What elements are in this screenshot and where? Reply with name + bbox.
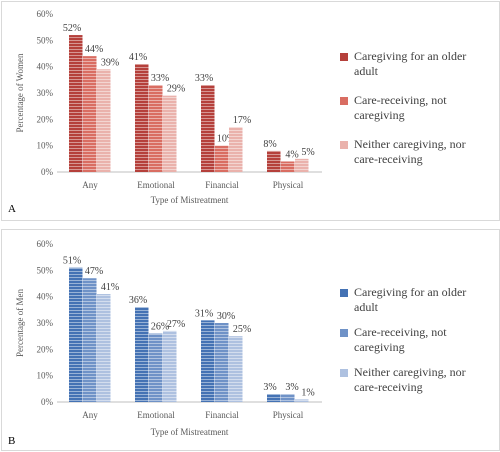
panel-letter-a: A (8, 203, 16, 215)
chart-b-svg: 0% 10% 20% 30% 40% 50% 60% 51% 47% 41% Any 36% 26%27… (15, 239, 466, 437)
bar-a-0-2 (201, 85, 215, 172)
data-label: 29% (167, 84, 185, 95)
legend-label: Care-receiving, not (354, 325, 447, 339)
y-tick-label: 60% (37, 239, 54, 249)
bar-b-2-3 (295, 399, 309, 402)
y-axis-title: Percentage of Men (15, 289, 25, 357)
y-tick-label: 30% (37, 318, 54, 328)
legend-label: Neither caregiving, nor (354, 137, 466, 151)
panel-letter-b: B (8, 435, 16, 447)
x-tick-label: Financial (205, 180, 239, 190)
bar-a-1-2 (215, 145, 229, 172)
legend-swatch (340, 329, 348, 337)
data-label: 1% (301, 387, 314, 398)
bar-b-2-0 (97, 294, 111, 402)
x-tick-label: Emotional (137, 410, 175, 420)
data-label: 52% (63, 23, 81, 34)
y-tick-label: 10% (37, 371, 54, 381)
data-label: 5% (301, 147, 314, 158)
legend-label: adult (354, 64, 379, 78)
bar-a-0-0 (69, 35, 83, 172)
data-label: 30% (217, 311, 235, 322)
bar-a-1-0 (83, 56, 97, 173)
bar-b-0-0 (69, 267, 83, 402)
legend-label: Caregiving for an older (354, 49, 466, 63)
x-tick-label: Any (82, 410, 98, 420)
bar-a-2-2 (229, 127, 243, 172)
y-axis-title: Percentage of Women (15, 53, 25, 133)
bar-a-0-3 (267, 150, 281, 172)
bar-b-1-0 (83, 278, 97, 402)
y-tick-label: 0% (41, 167, 54, 177)
bar-a-1-3 (281, 161, 295, 172)
bar-b-2-1 (163, 330, 177, 402)
bar-a-2-0 (97, 69, 111, 172)
y-tick-label: 30% (37, 88, 54, 98)
bar-a-2-3 (295, 158, 309, 172)
data-label: 17% (233, 115, 251, 126)
bar-b-0-1 (135, 307, 149, 402)
legend-label: care-receiving (354, 152, 423, 166)
y-tick-label: 10% (37, 141, 54, 151)
legend-label: caregiving (354, 340, 405, 354)
y-tick-label: 40% (37, 292, 54, 302)
data-label: 25% (233, 324, 251, 335)
legend-swatch (340, 53, 348, 61)
y-tick-label: 50% (37, 265, 54, 275)
chart-panel-a: 0% 10% 20% 30% 40% 50% 60% 52% 44% 39% Any 41% 33% 29… (1, 1, 500, 221)
legend-swatch (340, 141, 348, 149)
data-label: 8% (263, 139, 276, 150)
bar-b-1-1 (149, 333, 163, 402)
legend-label: care-receiving (354, 380, 423, 394)
y-tick-label: 40% (37, 62, 54, 72)
bar-b-0-2 (201, 320, 215, 402)
legend-label: Caregiving for an older (354, 285, 466, 299)
data-label: 31% (195, 308, 213, 319)
x-tick-label: Any (82, 180, 98, 190)
data-label: 33% (151, 73, 169, 84)
data-label: 41% (129, 52, 147, 63)
y-tick-label: 0% (41, 397, 54, 407)
bar-a-2-1 (163, 95, 177, 172)
data-label: 51% (63, 256, 81, 267)
bar-b-2-2 (229, 336, 243, 402)
data-label: 33% (195, 73, 213, 84)
legend-swatch (340, 289, 348, 297)
data-label: 3% (263, 382, 276, 393)
x-axis-title: Type of Mistreatment (151, 427, 229, 437)
legend-label: Care-receiving, not (354, 93, 447, 107)
bar-a-1-1 (149, 85, 163, 172)
y-tick-label: 20% (37, 344, 54, 354)
data-label: 44% (85, 44, 103, 55)
data-label: 39% (101, 57, 119, 68)
data-label: 36% (129, 295, 147, 306)
legend-swatch (340, 369, 348, 377)
bar-b-0-3 (267, 394, 281, 402)
bar-b-1-3 (281, 394, 295, 402)
x-tick-label: Physical (273, 410, 304, 420)
y-tick-label: 20% (37, 114, 54, 124)
chart-panel-b: 0% 10% 20% 30% 40% 50% 60% 51% 47% 41% Any 36% 26% 27… (1, 229, 500, 451)
bar-a-0-1 (135, 64, 149, 172)
legend-label: adult (354, 300, 379, 314)
data-label: 27% (167, 319, 185, 330)
x-tick-label: Emotional (137, 180, 175, 190)
data-label: 47% (85, 266, 103, 277)
chart-a-svg: 0%10%20%30%40%50%60%52%44%39%Any41%33%29… (15, 9, 466, 205)
y-tick-label: 50% (37, 35, 54, 45)
legend-label: Neither caregiving, nor (354, 365, 466, 379)
data-label: 41% (101, 282, 119, 293)
y-tick-label: 60% (37, 9, 54, 19)
data-label: 3% (285, 382, 298, 393)
data-label: 4% (285, 149, 298, 160)
x-tick-label: Physical (273, 180, 304, 190)
legend-label: caregiving (354, 108, 405, 122)
x-axis-title: Type of Mistreatment (151, 195, 229, 205)
legend-swatch (340, 97, 348, 105)
x-tick-label: Financial (205, 410, 239, 420)
data-label: 26% (151, 322, 169, 333)
bar-b-1-2 (215, 323, 229, 402)
data-label: 10% (217, 134, 235, 145)
